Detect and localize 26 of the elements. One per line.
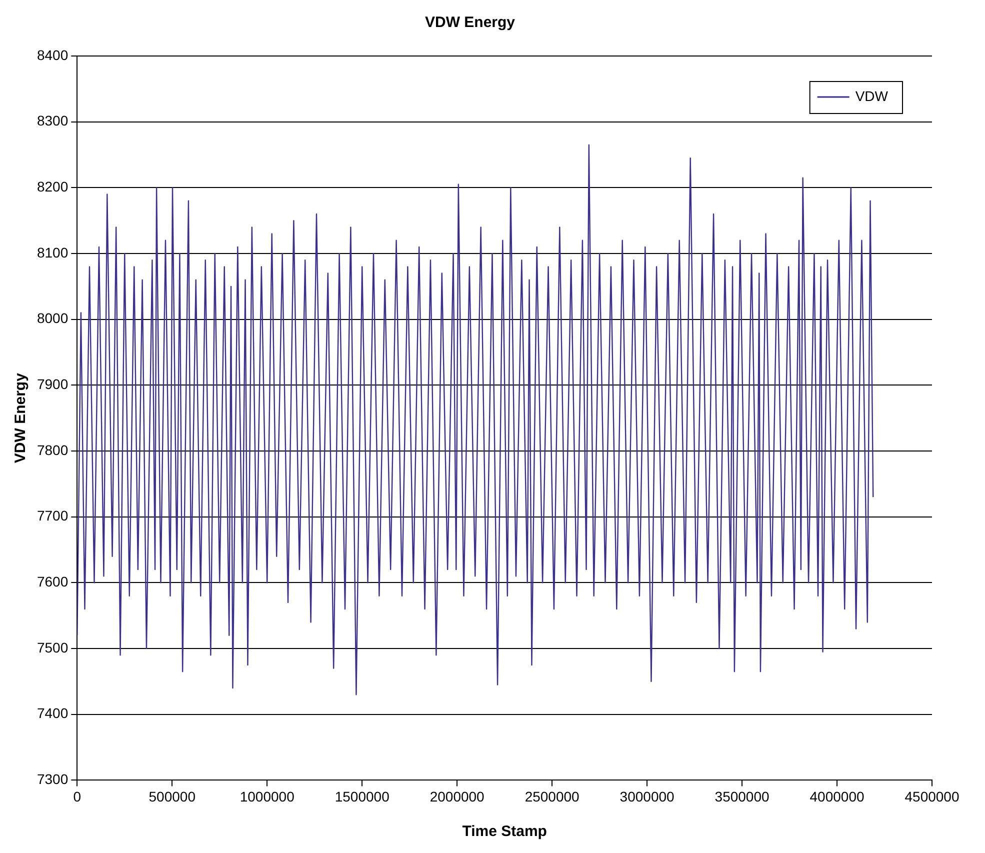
y-tick-label: 8100 <box>36 244 68 260</box>
chart-title: VDW Energy <box>424 14 516 32</box>
y-tick-label: 8200 <box>36 178 68 195</box>
x-tick-label: 1500000 <box>334 788 390 804</box>
y-tick-label: 8000 <box>36 310 68 326</box>
x-tick-label: 2500000 <box>524 788 580 804</box>
legend-label: VDW <box>855 88 889 104</box>
y-tick-label: 7500 <box>36 639 68 656</box>
y-tick-label: 7600 <box>36 574 68 590</box>
x-axis-title: Time Stamp <box>462 823 547 840</box>
x-tick-label: 4500000 <box>904 788 960 804</box>
x-tick-label: 2000000 <box>430 788 485 804</box>
x-tick-label: 4000000 <box>810 788 864 804</box>
x-tick-label: 500000 <box>148 788 196 804</box>
y-tick-label: 7400 <box>36 705 68 722</box>
x-tick-label: 3500000 <box>714 788 770 804</box>
x-tick-label: 1000000 <box>240 788 295 804</box>
y-axis-title: VDW Energy <box>12 372 30 464</box>
y-tick-label: 7300 <box>36 771 68 788</box>
y-tick-label: 8300 <box>36 112 68 129</box>
x-tick-label: 3000000 <box>620 788 675 804</box>
y-tick-label: 8400 <box>36 46 68 63</box>
y-tick-label: 7800 <box>36 442 68 458</box>
y-tick-label: 7900 <box>36 376 68 392</box>
y-tick-label: 7700 <box>36 508 68 524</box>
x-tick-label: 0 <box>73 788 82 804</box>
